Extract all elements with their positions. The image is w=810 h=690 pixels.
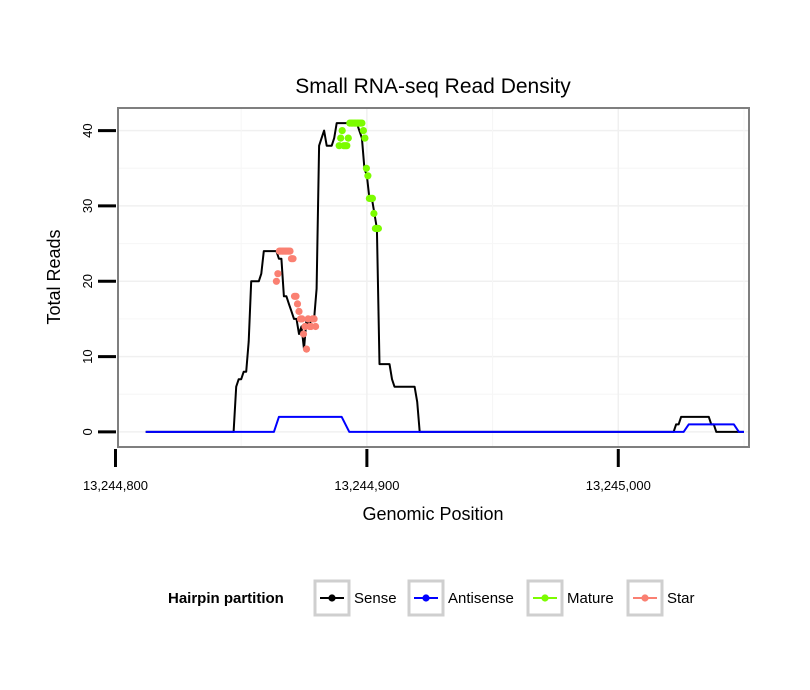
- star-point: [274, 270, 282, 278]
- legend-label: Sense: [354, 590, 397, 607]
- star-point: [292, 292, 300, 300]
- x-tick-label: 13,244,900: [334, 478, 399, 493]
- series-mature: [335, 119, 382, 233]
- legend-label: Mature: [567, 590, 614, 607]
- series: [145, 119, 744, 433]
- star-point: [302, 345, 311, 353]
- antisense-line: [145, 415, 744, 433]
- star-point: [298, 315, 306, 323]
- star-point: [289, 255, 297, 263]
- mature-point: [362, 164, 370, 172]
- mature-point: [337, 134, 345, 142]
- mature-point: [344, 134, 352, 142]
- y-tick-label: 40: [80, 123, 95, 137]
- y-tick-label: 20: [80, 274, 95, 288]
- legend-item-star: Star: [626, 579, 695, 617]
- legend-key-point: [328, 594, 336, 602]
- star-point: [286, 247, 294, 255]
- star-point: [272, 277, 280, 285]
- mature-point: [368, 194, 376, 202]
- legend-item-sense: Sense: [313, 579, 397, 617]
- star-point: [295, 307, 303, 315]
- grid: [118, 108, 749, 447]
- series-antisense: [145, 415, 744, 433]
- legend-title: Hairpin partition: [168, 590, 284, 607]
- star-point: [293, 300, 302, 308]
- y-axis: 0 10 20 30 40: [80, 123, 116, 436]
- mature-point: [338, 127, 346, 135]
- mature-point: [364, 172, 372, 180]
- y-tick-label: 10: [80, 349, 95, 363]
- mature-point: [361, 134, 369, 142]
- mature-point: [343, 142, 351, 150]
- plot-panel-border: [117, 107, 750, 448]
- legend-key-point: [641, 594, 649, 602]
- star-point: [310, 315, 318, 323]
- legend-key-point: [541, 594, 549, 602]
- mature-point: [374, 224, 382, 233]
- legend: Hairpin partition Sense Antisense Mature St…: [168, 579, 695, 617]
- legend-item-mature: Mature: [526, 579, 614, 617]
- legend-label: Star: [667, 590, 695, 607]
- chart-title: Small RNA-seq Read Density: [295, 75, 571, 98]
- star-point: [299, 330, 308, 338]
- y-tick-label: 0: [80, 428, 95, 435]
- legend-item-antisense: Antisense: [407, 579, 514, 617]
- x-axis-label: Genomic Position: [362, 504, 503, 524]
- legend-key-point: [422, 594, 430, 602]
- mature-point: [370, 209, 378, 218]
- x-axis: 13,244,800 13,244,900 13,245,000: [83, 449, 651, 493]
- star-point: [312, 322, 320, 331]
- x-tick-label: 13,244,800: [83, 478, 148, 493]
- series-sense: [145, 122, 744, 433]
- mature-point: [359, 127, 367, 135]
- y-axis-label: Total Reads: [44, 229, 64, 324]
- series-star: [272, 247, 320, 353]
- sense-line: [145, 122, 744, 433]
- y-tick-label: 30: [80, 199, 95, 213]
- legend-label: Antisense: [448, 590, 514, 607]
- mature-point: [358, 119, 366, 127]
- x-tick-label: 13,245,000: [586, 478, 651, 493]
